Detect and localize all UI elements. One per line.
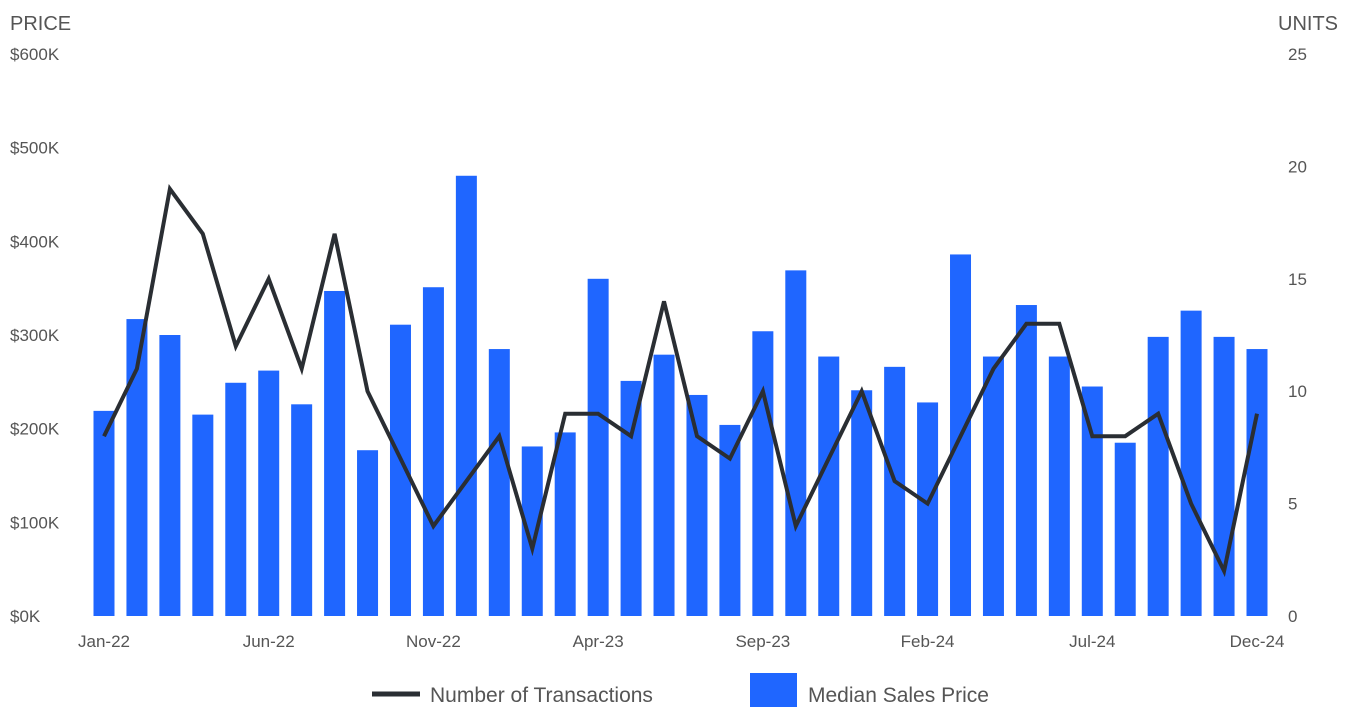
legend: Number of Transactions Median Sales Pric… [372,673,989,707]
bar-Mar-22 [159,335,181,616]
bar-Oct-23 [785,270,807,616]
bar-May-22 [225,382,247,616]
bar-Sep-23 [752,331,774,616]
x-tick-label: Jun-22 [243,632,295,651]
legend-swatch-median-sales-price [750,673,797,707]
line-path [102,183,1259,578]
bar-Dec-22 [455,175,477,616]
right-tick-label: 15 [1288,270,1307,289]
bar-Nov-23 [818,356,840,616]
bar-Apr-22 [192,414,214,616]
bar-Aug-23 [719,424,741,616]
x-tick-label: Apr-23 [573,632,624,651]
right-tick-label: 20 [1288,157,1307,176]
right-axis-title: UNITS [1278,13,1338,35]
bar-Jun-23 [653,354,675,616]
x-tick-label: Nov-22 [406,632,461,651]
bar-Jan-23 [488,349,510,616]
legend-label-median-sales-price: Median Sales Price [808,684,989,707]
bar-Jan-24 [884,366,906,616]
bar-Sep-24 [1147,336,1169,616]
bar-Mar-23 [554,432,576,616]
bar-Jul-23 [686,394,708,616]
bar-May-23 [620,380,642,616]
bar-Oct-22 [389,324,411,616]
bar-Aug-24 [1114,442,1136,616]
x-tick-label: Dec-24 [1230,632,1285,651]
right-tick-label: 0 [1288,607,1297,626]
left-tick-label: $500K [10,139,60,158]
right-tick-label: 5 [1288,495,1297,514]
line-series-number-of-transactions [102,183,1259,578]
bar-series-median-sales-price [93,175,1268,617]
bar-Feb-22 [126,319,148,616]
right-axis: 0 5 10 15 20 25 [1288,45,1307,626]
left-axis: $0K $100K $200K $300K $400K $500K $600K [10,45,60,626]
left-axis-title: PRICE [10,13,71,35]
bar-May-24 [1015,305,1037,616]
left-tick-label: $400K [10,232,60,251]
bar-Feb-24 [917,402,939,616]
left-tick-label: $100K [10,513,60,532]
bar-Dec-23 [851,390,873,616]
x-tick-label: Jul-24 [1069,632,1115,651]
bar-Apr-23 [587,278,609,616]
bar-Jun-22 [258,370,280,616]
right-tick-label: 25 [1288,45,1307,64]
x-tick-label: Sep-23 [735,632,790,651]
left-tick-label: $300K [10,326,60,345]
left-tick-label: $200K [10,420,60,439]
left-tick-label: $600K [10,45,60,64]
bar-Nov-22 [422,287,444,616]
bar-Dec-24 [1246,349,1268,616]
bar-Aug-22 [324,290,346,616]
bar-Jan-22 [93,410,115,616]
x-tick-label: Jan-22 [78,632,130,651]
bar-Jul-24 [1081,386,1103,616]
x-tick-label: Feb-24 [901,632,955,651]
x-axis: Jan-22 Jun-22 Nov-22 Apr-23 Sep-23 Feb-24 Jul-… [78,632,1284,651]
bar-Apr-24 [982,356,1004,616]
bar-Sep-22 [357,450,379,616]
legend-label-number-of-transactions: Number of Transactions [430,684,653,707]
bar-Oct-24 [1180,310,1202,616]
bar-Feb-23 [521,446,543,616]
right-tick-label: 10 [1288,382,1307,401]
left-tick-label: $0K [10,607,41,626]
bar-Jul-22 [291,404,313,616]
bar-Jun-24 [1048,356,1070,616]
